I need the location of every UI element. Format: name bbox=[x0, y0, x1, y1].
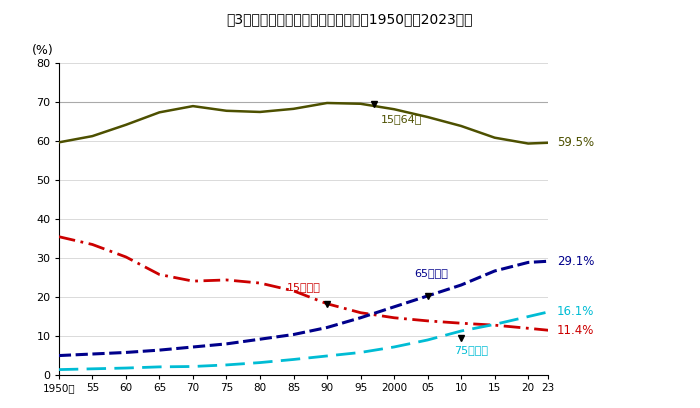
Text: 75歳以上: 75歳以上 bbox=[454, 346, 489, 355]
Text: 65歳以上: 65歳以上 bbox=[414, 268, 448, 278]
Text: 29.1%: 29.1% bbox=[556, 255, 594, 268]
Text: 16.1%: 16.1% bbox=[556, 306, 594, 318]
Text: 図3　年齢区分別人口の割合の推移（1950年～2023年）: 図3 年齢区分別人口の割合の推移（1950年～2023年） bbox=[227, 12, 473, 26]
Text: 59.5%: 59.5% bbox=[556, 136, 594, 149]
Text: 11.4%: 11.4% bbox=[556, 324, 594, 337]
Text: 15～64歳: 15～64歳 bbox=[381, 114, 422, 124]
Text: (%): (%) bbox=[32, 44, 54, 57]
Text: 15歳未満: 15歳未満 bbox=[287, 282, 321, 292]
